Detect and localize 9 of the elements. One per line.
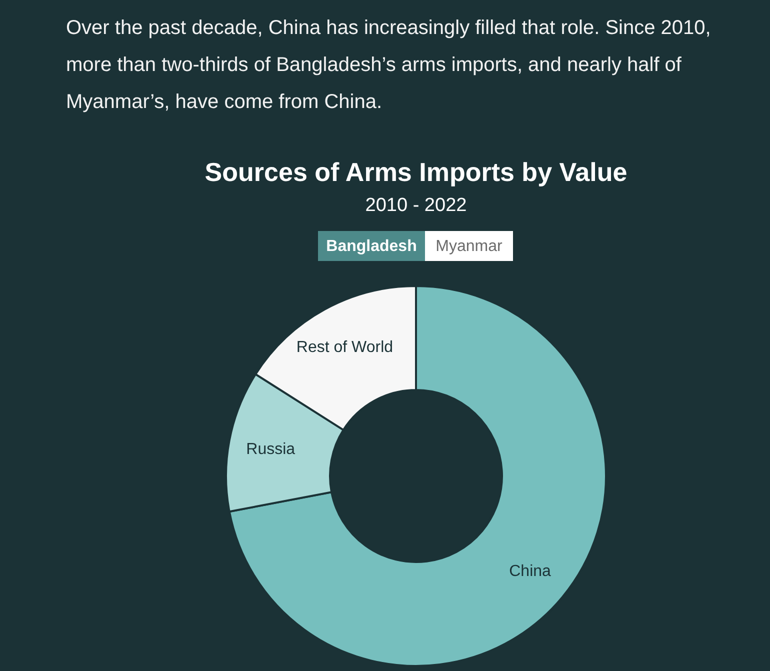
donut-slice [228,285,607,667]
text: Myanmar [436,238,504,255]
slice-label: Russia [246,440,296,458]
text: Over the past decade, China has increasingly filled that role. Since 2010, more than two-thirds of Bangladesh’s arms imports, and nearly half of Myanmar’s, have come from China. [66,16,712,115]
chart-title: Sources of Arms Imports by Value [204,157,628,187]
chart-subtitle: 2010 - 2022 [365,195,467,216]
slice-label: China [509,562,552,580]
text: Bangladesh [326,238,417,255]
slice-label: Rest of World [296,338,394,356]
